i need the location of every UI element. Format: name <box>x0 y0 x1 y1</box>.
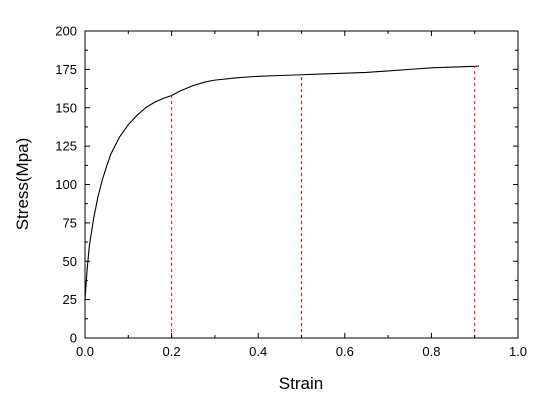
x-tick-label: 0.2 <box>163 344 181 359</box>
y-tick-label: 25 <box>63 292 77 307</box>
x-tick-label: 0.8 <box>422 344 440 359</box>
axis-ticks <box>84 30 519 339</box>
y-tick-label: 75 <box>63 215 77 230</box>
stress-strain-curve <box>84 65 480 300</box>
x-tick-label: 0.6 <box>336 344 354 359</box>
y-tick-label: 100 <box>55 177 77 192</box>
y-axis-label: Stress(Mpa) <box>13 138 32 231</box>
x-tick-label: 0.4 <box>249 344 267 359</box>
y-tick-label: 150 <box>55 100 77 115</box>
y-tick-label: 175 <box>55 62 77 77</box>
x-axis-label: Strain <box>279 374 323 393</box>
y-tick-label: 50 <box>63 254 77 269</box>
y-tick-label: 125 <box>55 139 77 154</box>
tick-labels: 0.0 0.2 0.4 0.6 0.8 1.0 0 25 50 75 100 125 150 175 200 <box>55 24 527 360</box>
x-tick-label: 0.0 <box>76 344 94 359</box>
y-tick-label: 0 <box>70 331 77 346</box>
y-tick-label: 200 <box>55 24 77 39</box>
curve-layer <box>84 65 480 300</box>
x-tick-label: 1.0 <box>509 344 527 359</box>
reference-lines <box>171 66 476 338</box>
